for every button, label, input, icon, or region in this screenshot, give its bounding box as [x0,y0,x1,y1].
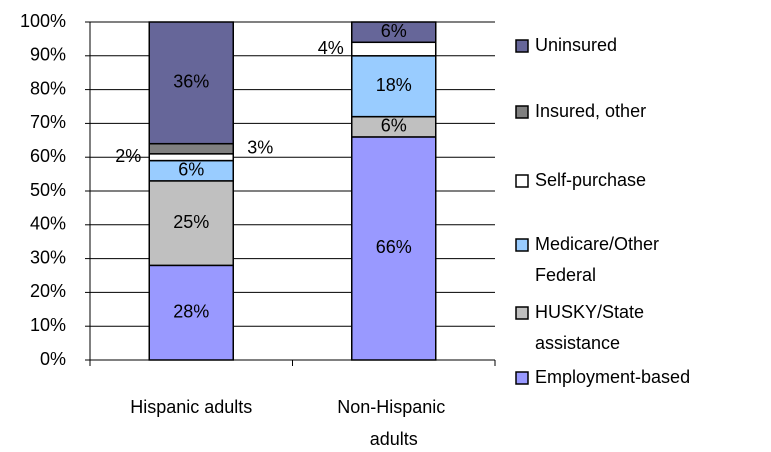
legend-swatch [515,238,529,252]
y-tick-label: 90% [30,45,66,65]
bar-segment [148,153,234,162]
bar-segment [148,264,234,361]
data-label: 66% [376,237,412,257]
y-tick-label: 50% [30,180,66,200]
legend-label: Self-purchase [535,170,646,190]
legend-label: Insured, other [535,101,646,121]
data-label: 2% [115,146,141,166]
y-tick-label: 70% [30,112,66,132]
y-tick-label: 80% [30,78,66,98]
bar-segment [148,21,234,145]
legend-label: Uninsured [535,35,617,55]
y-tick-label: 0% [40,349,66,369]
x-tick-label: Hispanic adults [130,397,252,417]
legend-swatch [515,174,529,188]
data-label: 6% [381,116,407,136]
bar-segment [148,180,234,267]
data-label: 18% [376,75,412,95]
legend-swatch [515,306,529,320]
y-tick-label: 20% [30,281,66,301]
legend-swatch [515,105,529,119]
y-tick-label: 40% [30,214,66,234]
legend-swatch [515,371,529,385]
bar-segment [351,41,437,57]
data-label: 28% [173,301,209,321]
y-tick-label: 100% [20,11,66,31]
x-tick-label: Non-Hispanic adults [337,397,450,449]
legend-label: Medicare/Other Federal [535,234,664,285]
data-label: 6% [381,21,407,41]
data-label: 4% [318,38,344,58]
legend-label: Employment-based [535,367,690,387]
legend-label: HUSKY/State assistance [535,302,649,353]
bar-segment [148,142,234,155]
data-label: 36% [173,72,209,92]
y-tick-label: 60% [30,146,66,166]
bar-segment [351,55,437,118]
legend-swatch [515,39,529,53]
data-label: 25% [173,212,209,232]
data-label: 6% [178,159,204,179]
y-tick-label: 10% [30,315,66,335]
data-label: 3% [247,138,273,158]
y-tick-label: 30% [30,247,66,267]
bar-segment [351,21,437,44]
